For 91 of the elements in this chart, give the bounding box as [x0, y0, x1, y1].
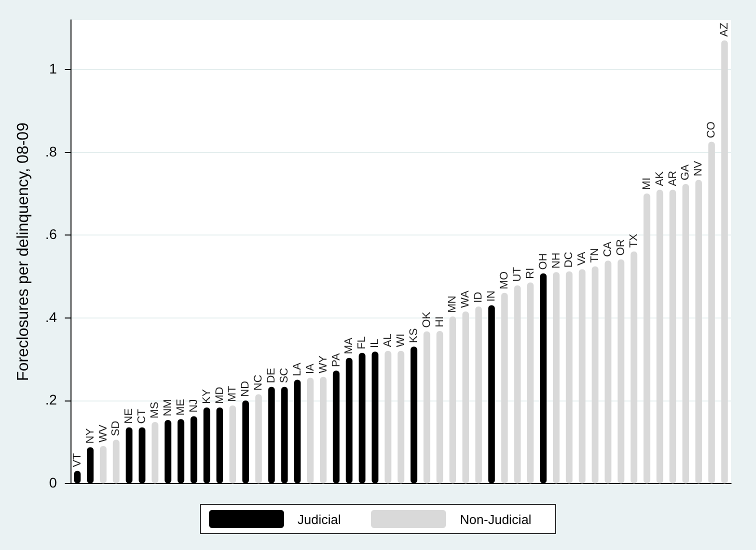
x-tick-label: AZ	[718, 22, 731, 37]
x-tick-label: ID	[472, 292, 485, 303]
y-tick-label: .6	[45, 226, 58, 242]
x-tick-label: MT	[226, 386, 239, 402]
x-tick-label: NC	[252, 374, 265, 391]
bar	[229, 405, 236, 484]
x-tick-label: WI	[394, 334, 407, 348]
bar	[644, 194, 650, 484]
x-tick-label: GA	[680, 164, 692, 180]
x-tick-label: IL	[369, 338, 382, 348]
bar	[604, 260, 612, 484]
bar	[152, 422, 158, 484]
y-tick-label: 0	[49, 474, 58, 490]
x-tick-label: DE	[266, 368, 278, 384]
x-tick-label: MN	[446, 296, 459, 313]
x-tick-label: VA	[576, 251, 588, 266]
x-tick-label: MA	[343, 337, 356, 354]
x-tick-label: IA	[304, 362, 316, 374]
x-tick-label: WY	[317, 354, 330, 374]
x-tick-label: MD	[214, 386, 226, 404]
y-tick-label: .4	[45, 308, 58, 325]
x-tick-label: ME	[174, 398, 187, 416]
y-axis-title: Foreclosures per delinquency, 08-09	[15, 122, 32, 382]
x-tick-label: RI	[524, 268, 536, 279]
bar	[100, 446, 107, 484]
text: Non-Judicial	[460, 512, 532, 526]
bar	[514, 285, 521, 484]
x-tick-label: ND	[240, 380, 252, 397]
bar	[398, 350, 404, 484]
bar	[320, 376, 327, 484]
x-tick-label: AK	[654, 170, 666, 186]
bar	[462, 311, 469, 484]
x-tick-label: AR	[666, 170, 679, 186]
x-tick-label: MS	[149, 402, 162, 418]
bar	[423, 331, 430, 484]
x-tick-label: FL	[356, 336, 368, 350]
bar	[501, 292, 508, 484]
x-tick-label: KY	[200, 388, 213, 404]
bar	[475, 306, 482, 484]
x-tick-label: SC	[278, 368, 290, 384]
x-tick-label: TX	[628, 233, 640, 248]
bar	[656, 190, 664, 484]
bar	[695, 180, 702, 484]
x-tick-label: OH	[537, 253, 550, 270]
bar	[708, 142, 715, 484]
bar	[566, 271, 573, 484]
y-tick-label: 1	[49, 60, 58, 77]
x-tick-label: UT	[511, 266, 524, 282]
bar	[552, 272, 560, 484]
x-tick-label: TN	[589, 248, 602, 263]
x-tick-label: CO	[706, 121, 718, 138]
x-tick-label: DC	[563, 252, 576, 268]
bar	[630, 251, 638, 484]
x-tick-label: LA	[291, 362, 304, 376]
x-tick-label: SD	[110, 420, 122, 436]
bar	[669, 190, 676, 484]
bar	[307, 378, 314, 484]
x-tick-label: MO	[498, 271, 511, 290]
x-tick-label: NJ	[188, 399, 200, 413]
x-tick-label: AL	[382, 334, 394, 348]
bar	[112, 440, 120, 484]
x-tick-label: HI	[434, 316, 446, 328]
x-tick-label: PA	[330, 352, 342, 368]
bar	[255, 394, 262, 484]
x-tick-label: NM	[162, 399, 174, 416]
x-tick-label: OR	[615, 239, 628, 256]
x-tick-label: IN	[486, 290, 498, 302]
bar	[527, 282, 534, 484]
x-tick-label: OK	[420, 311, 433, 328]
bar	[436, 330, 444, 484]
y-tick-label: .2	[45, 392, 58, 408]
x-tick-label: NY	[84, 428, 96, 444]
x-tick-label: VT	[71, 452, 84, 468]
x-tick-label: CT	[136, 408, 148, 424]
bar	[721, 40, 728, 484]
x-tick-label: MI	[640, 178, 653, 190]
bar	[449, 316, 456, 484]
x-tick-label: NV	[692, 160, 705, 176]
bar	[592, 266, 598, 484]
y-tick-label: .8	[45, 143, 58, 160]
x-tick-label: KS	[408, 328, 420, 344]
x-tick-label: WV	[97, 424, 110, 442]
x-tick-label: CA	[602, 240, 614, 257]
x-tick-label: NE	[123, 408, 136, 424]
x-tick-label: WA	[460, 290, 472, 308]
x-tick-label: NH	[550, 252, 562, 268]
bar	[578, 269, 586, 484]
text: Judicial	[298, 512, 341, 526]
bar	[682, 184, 690, 484]
bar	[384, 350, 392, 484]
bar	[618, 259, 624, 484]
